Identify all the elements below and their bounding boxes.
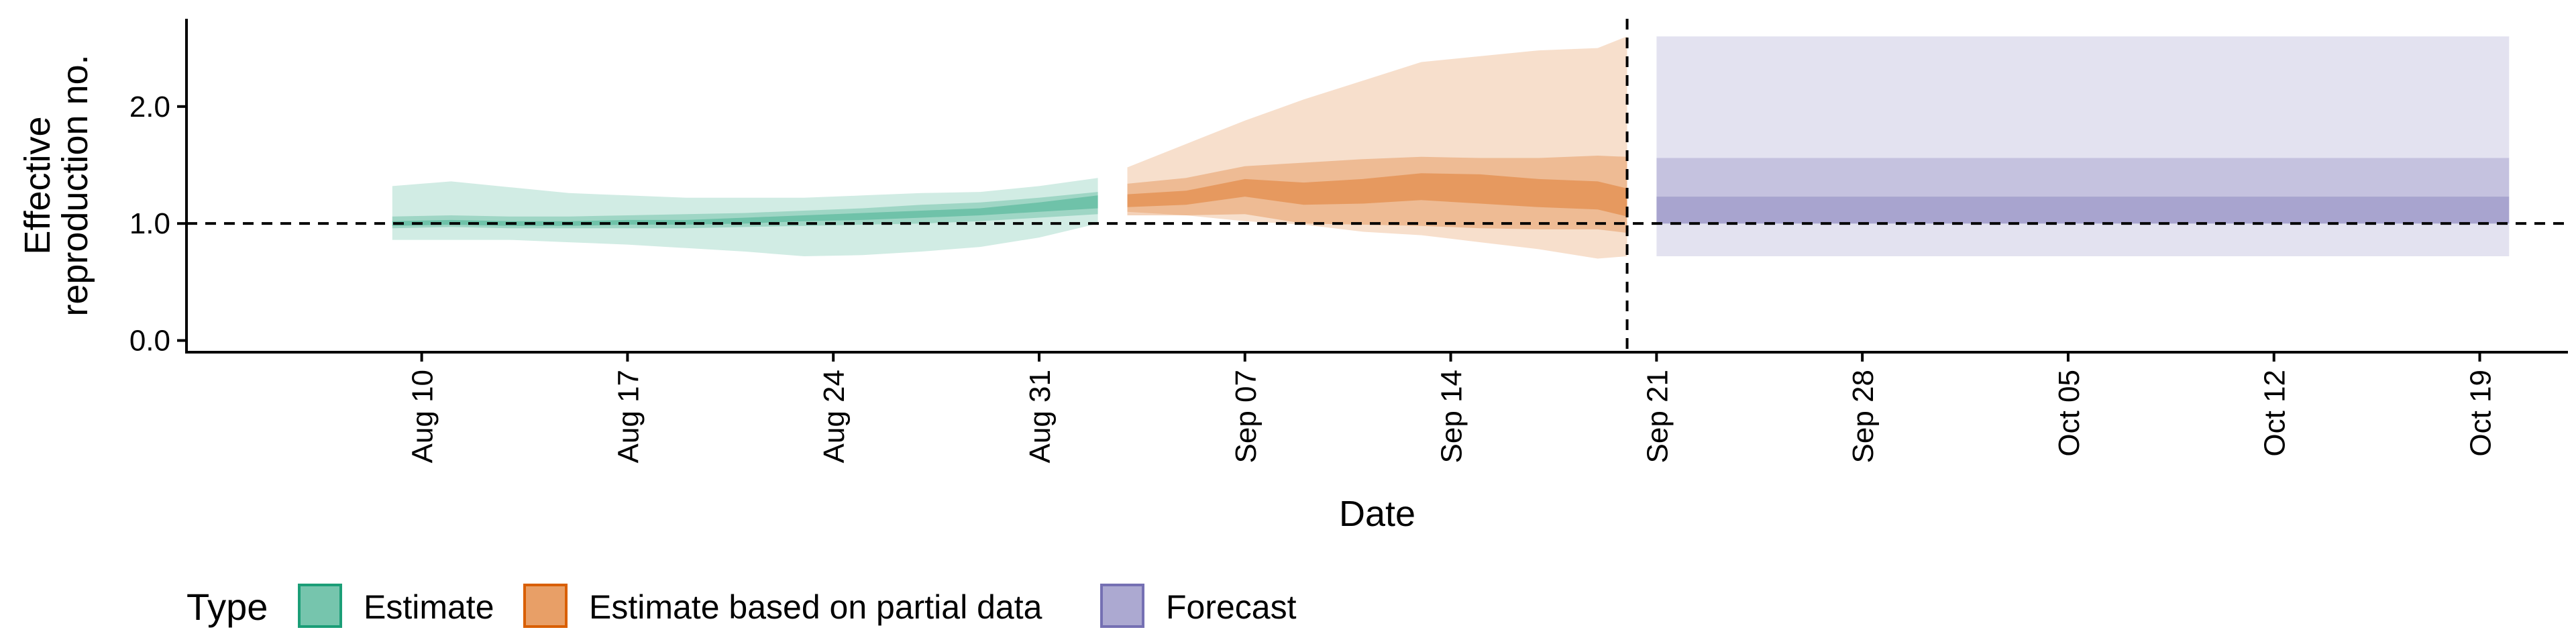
reference-lines <box>186 19 2568 352</box>
estimate-band-50-ribbon <box>392 192 1098 229</box>
estimate-based-on-partial-data-band-20-ribbon <box>1127 173 1627 217</box>
estimate-band-90-ribbon <box>392 178 1098 256</box>
legend-title: Type <box>186 586 268 628</box>
legend-label-forecast: Forecast <box>1166 588 1297 626</box>
y-axis-title-line-1: Effective <box>17 116 58 254</box>
legend-swatch-estimate <box>298 584 342 628</box>
legend-label-estimate-based-on-partial-data: Estimate based on partial data <box>589 588 1042 626</box>
forecast-band-90-ribbon <box>1656 36 2510 256</box>
x-tick-label: Sep 07 <box>1230 370 1263 463</box>
x-tick-label: Sep 21 <box>1641 370 1674 463</box>
estimate-based-on-partial-data-band-50-ribbon <box>1127 156 1627 233</box>
y-axis-title-line-2: reproduction no. <box>55 54 95 316</box>
y-tick-label: 0.0 <box>129 325 170 358</box>
legend: Type Estimate Estimate based on partial da… <box>186 584 1297 628</box>
axes: 0.0 1.0 2.0 Aug 10 Aug 17 Aug 24 Aug 31 Sep 07 S… <box>17 19 2568 534</box>
x-tick-label: Aug 10 <box>407 370 439 463</box>
x-tick-label: Oct 05 <box>2053 370 2086 457</box>
legend-swatch-estimate-based-on-partial-data <box>523 584 568 628</box>
ribbon-layer <box>392 36 2510 259</box>
forecast-band-20-ribbon <box>1656 197 2510 224</box>
x-axis-title: Date <box>1339 494 1415 534</box>
x-tick-label: Aug 24 <box>818 370 851 463</box>
legend-swatch-forecast <box>1100 584 1144 628</box>
y-tick-label: 2.0 <box>129 91 170 123</box>
y-tick-label: 1.0 <box>129 207 170 240</box>
x-tick-label: Sep 28 <box>1847 370 1880 463</box>
x-tick-label: Oct 19 <box>2465 370 2498 457</box>
x-tick-label: Oct 12 <box>2259 370 2292 457</box>
estimate-based-on-partial-data-band-90-ribbon <box>1127 36 1627 259</box>
forecast-band-50-ribbon <box>1656 158 2510 224</box>
x-tick-label: Aug 17 <box>612 370 645 463</box>
estimate-band-20-ribbon <box>392 195 1098 226</box>
x-tick-label: Sep 14 <box>1436 370 1468 463</box>
legend-label-estimate: Estimate <box>364 588 494 626</box>
x-tick-label: Aug 31 <box>1024 370 1057 463</box>
